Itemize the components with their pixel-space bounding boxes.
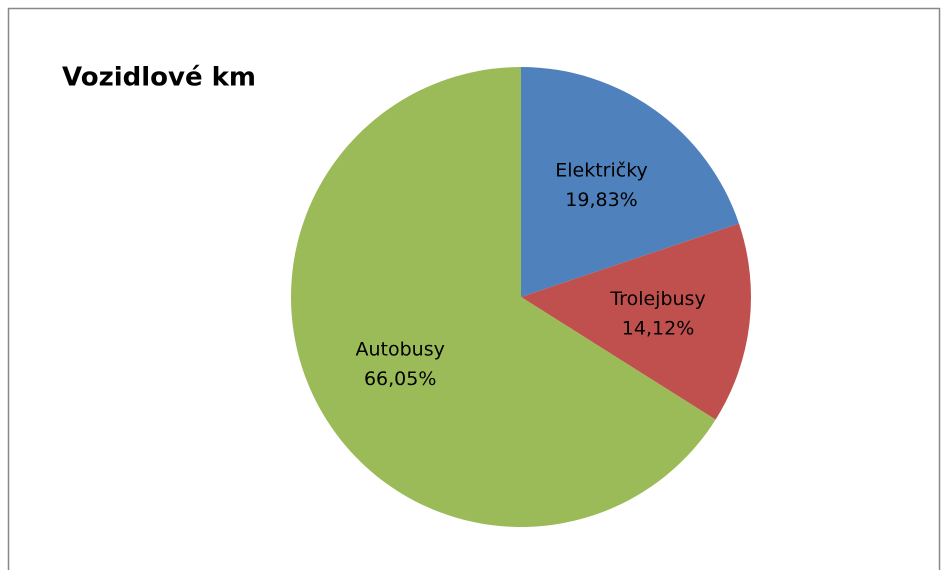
pie-slice [521,223,751,420]
slice-label: Trolejbusy 14,12% [609,288,705,339]
pie-slice [521,67,739,297]
category-label: Autobusy [355,338,444,360]
slice-label: Električky 19,83% [555,159,648,210]
chart-title: Vozidlové km [62,63,256,93]
slice-label: Autobusy 66,05% [355,338,444,389]
value-label: 66,05% [364,367,436,389]
category-label: Trolejbusy [609,288,705,310]
value-label: 19,83% [565,189,637,211]
value-label: 14,12% [622,317,694,339]
pie-slice [290,67,716,527]
category-label: Električky [555,159,648,181]
